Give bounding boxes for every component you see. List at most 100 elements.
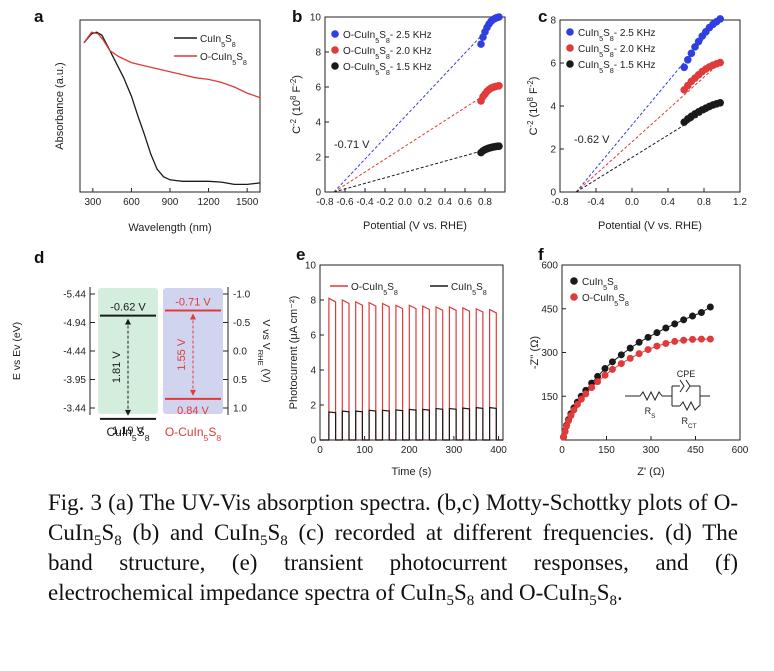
panel-c-ytick-label: 4 — [550, 102, 556, 113]
panel-d-left-axis-label: E vs Ev (eV) — [11, 322, 23, 380]
panel-f-point — [644, 346, 652, 354]
panel-c-point — [687, 49, 696, 58]
panel-b-ylabel: C-2 (108 F-2) — [289, 75, 304, 134]
panel-e-xtick-label: 300 — [446, 445, 463, 456]
panel-b-fit-line — [333, 145, 500, 193]
panel-f-point — [680, 336, 688, 344]
panel-c-xtick-label: -0.4 — [587, 197, 605, 208]
panel-d-gap-arrowhead-down — [125, 409, 131, 416]
panel-f-point — [653, 329, 661, 337]
panel-c-point — [694, 37, 703, 46]
panel-f-point — [671, 320, 679, 328]
caption-sub: 8 — [114, 533, 122, 549]
caption-sub: 5 — [589, 593, 597, 609]
panel-f-xtick-label: 0 — [559, 445, 565, 456]
panel-f-ytick-label: 450 — [541, 304, 558, 315]
circuit-rs-label: RS — [645, 406, 657, 420]
panel-f-equivalent-circuit: CPE RS RCT — [625, 369, 710, 430]
panel-f-legend-marker — [570, 277, 578, 285]
circuit-cpe — [679, 379, 691, 393]
panel-b-fit-line — [333, 16, 500, 193]
panel-e-ytick-label: 6 — [310, 331, 316, 342]
panel-f-ytick-label: 600 — [541, 261, 558, 272]
caption-sub: 5 — [446, 593, 454, 609]
panel-b-xtick-label: 0.6 — [458, 197, 472, 208]
panel-f-point — [573, 400, 581, 408]
panel-f-xtick-label: 600 — [732, 445, 749, 456]
panel-f-xtick-label: 300 — [643, 445, 660, 456]
panel-f-point — [662, 324, 670, 332]
panel-f-xtick-label: 450 — [687, 445, 704, 456]
panel-f-point — [689, 335, 697, 343]
panel-b-xtick-label: -0.8 — [316, 197, 334, 208]
panel-f-xlabel: Z' (Ω) — [637, 466, 664, 478]
panel-c-legend-marker — [566, 60, 574, 68]
circuit-rct-label: RCT — [681, 416, 696, 430]
caption-text-8: S — [596, 580, 610, 605]
panel-c-intercept-annotation: -0.62 V — [574, 134, 610, 146]
panel-d-left-tick-label: -4.94 — [63, 318, 86, 329]
panel-e-ytick-label: 2 — [310, 401, 316, 412]
panel-c-point — [716, 15, 725, 23]
panel-a-xtick-label: 1200 — [197, 197, 220, 208]
panel-f-point — [617, 351, 625, 359]
panel-b-ytick-label: 10 — [310, 13, 322, 24]
panel-e-ytick-label: 8 — [310, 296, 316, 307]
panel-f-point — [577, 395, 585, 403]
panel-c-xtick-label: 1.2 — [733, 197, 747, 208]
panel-a-xtick-label: 1500 — [236, 197, 259, 208]
panel-b-ytick-label: 4 — [315, 118, 321, 129]
panel-b-xtick-label: 0.4 — [438, 197, 452, 208]
panel-c-legend-label: CuIn5S8- 1.5 KHz — [578, 60, 655, 75]
caption-text-7: and O-CuIn — [474, 580, 590, 605]
panel-f-point — [644, 333, 652, 341]
panel-b-xtick-label: -0.2 — [376, 197, 394, 208]
panel-a-series-cuin5s8-line — [83, 31, 261, 186]
panel-c-legend-label: CuIn5S8- 2.5 KHz — [578, 28, 655, 43]
panel-c-xtick-label: 0.8 — [697, 197, 711, 208]
panel-d-cb-label: -0.62 V — [110, 302, 146, 314]
caption-sub: 5 — [259, 533, 268, 549]
panel-c-point — [691, 43, 699, 51]
panel-c-ylabel: C-2 (108 F-2) — [526, 77, 541, 136]
panel-label-f: f — [538, 245, 544, 264]
panel-d-right-tick-label: 0.0 — [233, 347, 247, 358]
panel-f-point — [635, 350, 643, 358]
panel-c-point — [716, 58, 725, 67]
panel-f-point — [570, 406, 578, 414]
panel-d-material-label: CuIn5S8 — [107, 425, 150, 443]
panel-f-legend-label: O-CuIn5S8 — [582, 293, 629, 308]
panel-c-xtick-label: 0.0 — [625, 197, 639, 208]
caption-text-6: S — [453, 580, 467, 605]
panel-f-point — [601, 365, 609, 373]
circuit-cpe-label: CPE — [677, 369, 696, 379]
panel-f-legend-marker — [570, 293, 578, 301]
panel-d-right-tick-label: -1.0 — [233, 290, 251, 301]
panel-f-point — [601, 371, 609, 379]
panel-b-intercept-annotation: -0.71 V — [334, 139, 370, 151]
panel-a-legend-label: O-CuIn5S8 — [200, 52, 247, 67]
panel-d-right-axis-label: V vs VRHE (V) — [257, 319, 273, 382]
circuit-resistor-rs — [639, 390, 663, 402]
panel-f-point — [697, 335, 705, 343]
panel-c-xtick-label: -0.8 — [551, 197, 569, 208]
caption-sub: 8 — [280, 533, 288, 549]
panel-label-d: d — [34, 248, 44, 267]
panel-f-xtick-label: 150 — [598, 445, 615, 456]
panel-b-xtick-label: 0.0 — [398, 197, 412, 208]
caption-text-2: S — [101, 520, 115, 545]
panel-c-xtick-label: 0.4 — [661, 197, 675, 208]
panel-c-fit-line — [575, 102, 721, 193]
panel-label-a: a — [34, 7, 44, 26]
panel-f-point — [653, 342, 661, 350]
panel-d-gap-arrowhead-up — [190, 313, 196, 320]
caption-text-3: (b) and CuIn — [121, 520, 260, 545]
figure-caption: Fig. 3 (a) The UV-Vis absorption spectra… — [48, 488, 738, 609]
panel-c-point — [716, 98, 725, 107]
panel-label-b: b — [292, 7, 302, 26]
panel-e-legend-label: O-CuIn5S8 — [351, 282, 398, 297]
panel-d-left-tick-label: -5.44 — [63, 290, 86, 301]
panel-b-ytick-label: 0 — [315, 188, 321, 199]
panel-f-point — [680, 316, 688, 324]
